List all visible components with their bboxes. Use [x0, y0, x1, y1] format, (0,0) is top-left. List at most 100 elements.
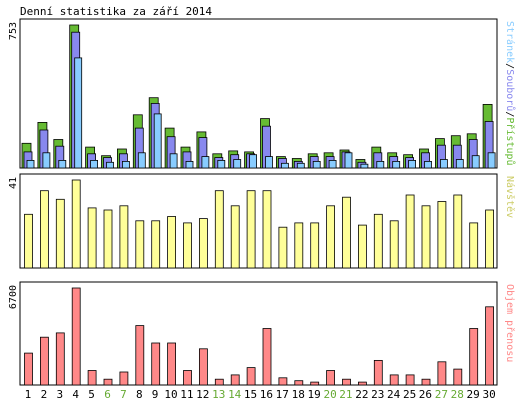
bar-objem	[357, 381, 367, 386]
bar-navstev	[421, 205, 431, 269]
bar-objem	[40, 336, 49, 386]
chart-title: Denní statistika za září 2014	[20, 5, 212, 18]
bar-objem	[469, 328, 479, 386]
bar-stranek	[344, 152, 353, 169]
bar-objem	[119, 371, 129, 386]
bar-objem	[453, 368, 463, 386]
bar-navstev	[151, 220, 161, 269]
bar-objem	[135, 325, 145, 386]
bar-objem	[151, 342, 161, 386]
bar-objem	[198, 348, 208, 386]
bar-objem	[326, 370, 336, 386]
bar-navstev	[342, 196, 351, 269]
bar-objem	[183, 370, 192, 386]
bar-navstev	[103, 209, 113, 269]
bar-navstev	[246, 190, 256, 269]
x-tick-label: 28	[451, 388, 464, 401]
bar-stranek	[312, 160, 321, 169]
bar-stranek	[471, 155, 480, 169]
bar-objem	[167, 342, 177, 386]
bar-stranek	[106, 161, 114, 169]
panel-frame	[19, 173, 498, 269]
bar-navstev	[55, 198, 65, 269]
legend: Stránek/Souborů/Přístupů	[504, 21, 516, 166]
bar-navstev	[389, 220, 399, 269]
bar-objem	[87, 370, 97, 386]
bar-stranek	[424, 160, 432, 169]
bar-objem	[437, 361, 447, 386]
bar-stranek	[487, 152, 496, 169]
x-tick-label: 19	[307, 388, 320, 401]
x-tick-label: 23	[371, 388, 384, 401]
bar-stranek	[90, 159, 98, 169]
bar-stranek	[408, 159, 417, 169]
bar-stranek	[169, 153, 178, 169]
x-tick-label: 4	[72, 388, 79, 401]
bar-stranek	[74, 57, 83, 169]
bar-navstev	[71, 179, 81, 269]
x-tick-label: 22	[355, 388, 368, 401]
x-tick-label: 15	[244, 388, 257, 401]
bar-objem	[262, 328, 272, 386]
bar-stranek	[122, 160, 130, 169]
y-max-label: 753	[8, 22, 19, 40]
x-tick-label: 5	[88, 388, 95, 401]
bar-stranek	[42, 152, 51, 169]
bar-navstev	[24, 213, 33, 269]
bar-navstev	[167, 216, 177, 269]
bar-objem	[389, 374, 399, 386]
x-tick-label: 30	[482, 388, 495, 401]
bar-navstev	[214, 190, 224, 269]
bar-navstev	[135, 220, 145, 269]
x-tick-label: 1	[25, 388, 32, 401]
legend-separator: /	[504, 63, 515, 69]
bar-stranek	[439, 159, 448, 169]
bar-stranek	[58, 159, 67, 169]
x-tick-label: 9	[152, 388, 159, 401]
bar-navstev	[262, 190, 272, 269]
bar-stranek	[137, 152, 146, 169]
bar-objem	[421, 378, 431, 386]
x-tick-label: 25	[403, 388, 416, 401]
bar-stranek	[201, 156, 210, 169]
bar-objem	[24, 352, 33, 386]
bar-stranek	[233, 159, 242, 169]
bar-navstev	[294, 222, 304, 269]
bar-objem	[214, 378, 224, 386]
bar-objem	[230, 374, 240, 386]
bar-navstev	[119, 205, 129, 269]
bar-stranek	[328, 159, 337, 169]
x-tick-label: 27	[435, 388, 448, 401]
x-tick-label: 29	[466, 388, 479, 401]
bar-objem	[310, 381, 320, 386]
x-tick-label: 16	[260, 388, 273, 401]
x-tick-label: 13	[212, 388, 225, 401]
bar-navstev	[198, 218, 208, 269]
bar-stranek	[455, 159, 464, 169]
x-tick-label: 3	[56, 388, 63, 401]
bar-stranek	[249, 154, 258, 169]
x-tick-label: 18	[292, 388, 305, 401]
bar-objem	[246, 367, 256, 386]
x-tick-label: 10	[164, 388, 177, 401]
x-tick-label: 8	[136, 388, 143, 401]
x-tick-label: 17	[276, 388, 289, 401]
bar-navstev	[183, 222, 192, 269]
bar-objem	[373, 359, 383, 386]
bar-navstev	[278, 226, 288, 269]
bar-navstev	[87, 207, 97, 269]
x-tick-label: 14	[228, 388, 242, 401]
x-tick-label: 2	[41, 388, 48, 401]
bar-objem	[103, 378, 113, 386]
bar-objem	[342, 378, 351, 386]
chart-panel-3: 6700 Objem přenosu	[8, 281, 516, 386]
bar-objem	[55, 332, 65, 386]
bar-stranek	[376, 160, 385, 169]
x-tick-label: 20	[323, 388, 336, 401]
bar-navstev	[326, 205, 336, 269]
y-max-label: 41	[8, 177, 19, 189]
legend-entry-pristupu: Přístupů	[504, 117, 516, 165]
chart-panel-1: 753 Stránek/Souborů/Přístupů	[8, 18, 516, 169]
x-tick-label: 21	[339, 388, 352, 401]
